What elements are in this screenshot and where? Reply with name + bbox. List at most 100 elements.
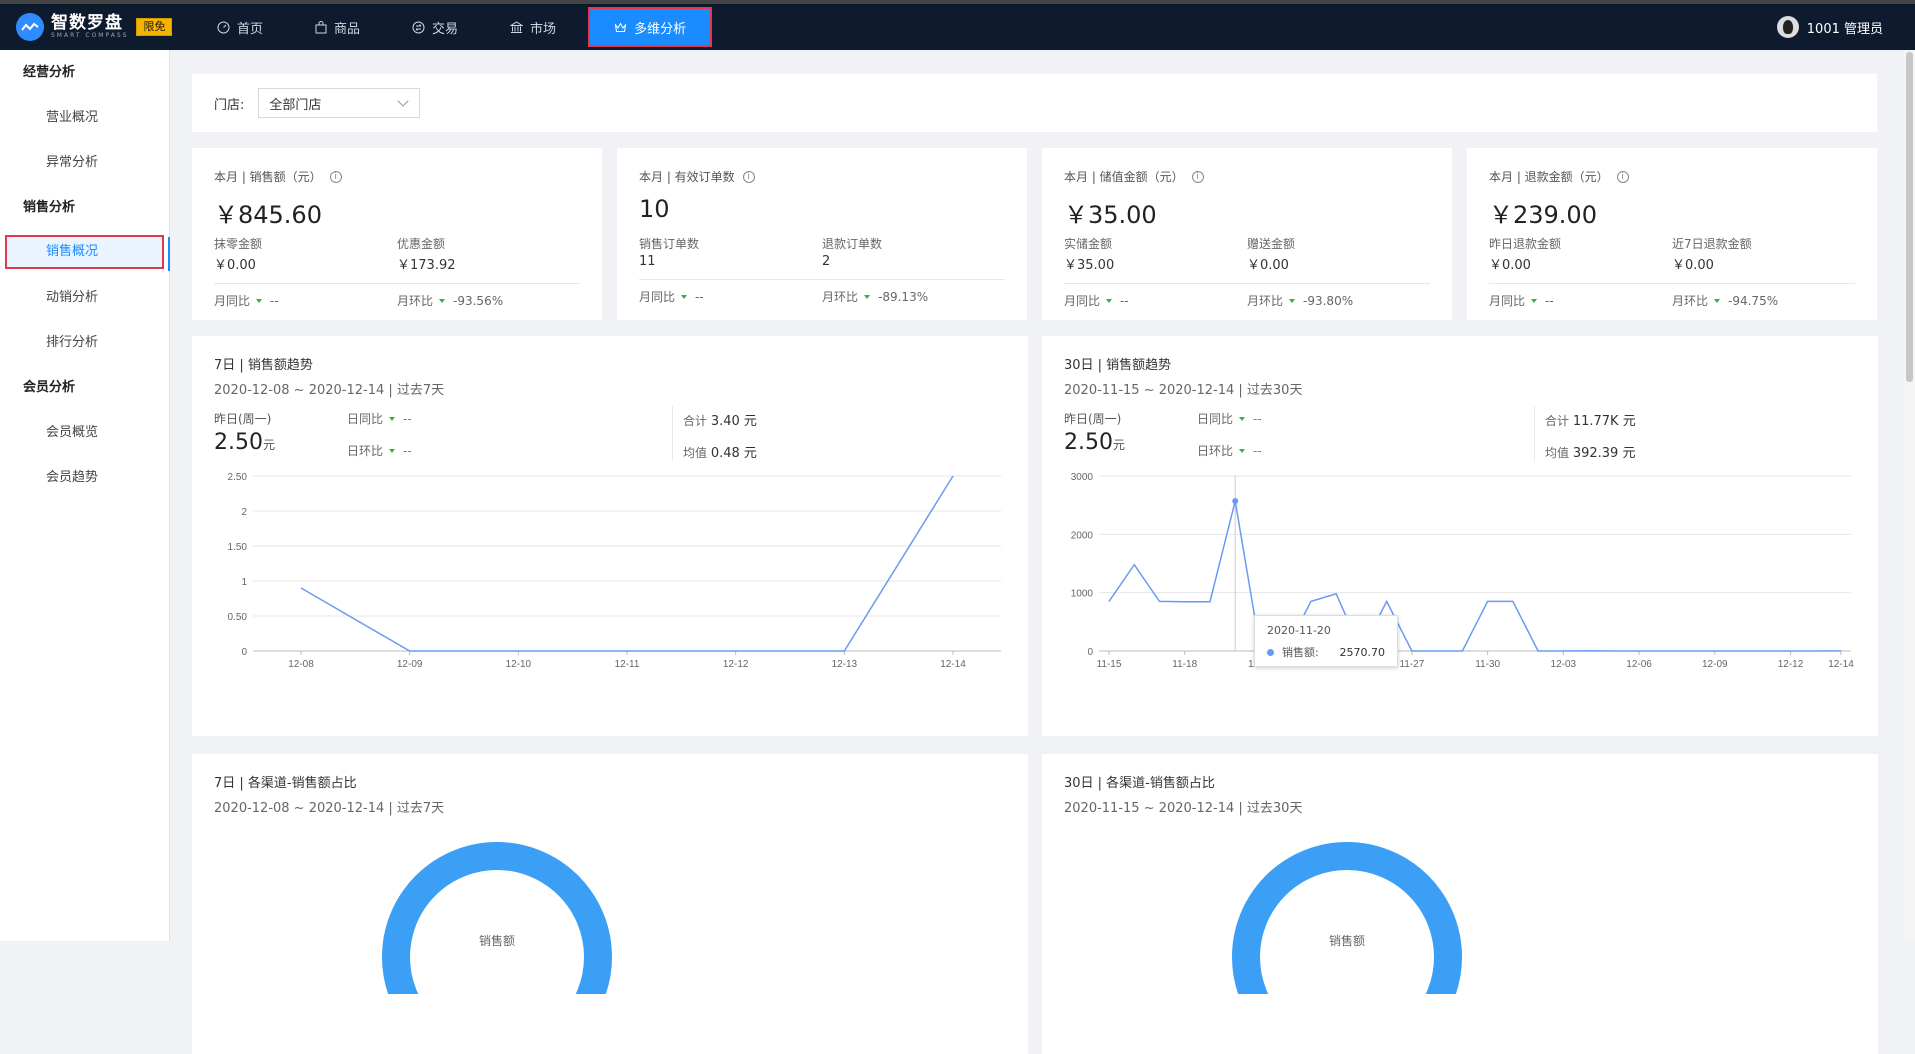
- sidebar-item-member-overview[interactable]: 会员概览: [46, 425, 99, 440]
- vertical-scrollbar[interactable]: [1903, 50, 1915, 941]
- x-tick-label: 12-13: [832, 659, 858, 670]
- kpi-value: 10: [639, 195, 670, 223]
- tooltip-date: 2020-11-20: [1267, 624, 1331, 637]
- store-select[interactable]: 全部门店: [258, 88, 421, 118]
- dod-label: 日同比: [347, 412, 384, 426]
- y-tick-label: 0: [241, 647, 247, 658]
- kpi-yoy-label: 月同比: [214, 294, 251, 308]
- trend-card-30d: 30日 | 销售额趋势 2020-11-15 ~ 2020-12-14 | 过去…: [1042, 336, 1878, 736]
- scrollbar-thumb[interactable]: [1906, 52, 1913, 382]
- exchange-icon: [412, 21, 425, 33]
- nav-multidim-label: 多维分析: [634, 21, 687, 37]
- channel-share-donut-30d[interactable]: 销售额: [1042, 834, 1842, 994]
- dashboard-icon: [217, 21, 230, 33]
- x-tick-label: 12-09: [397, 659, 423, 670]
- user-menu[interactable]: 1001 管理员: [1776, 16, 1883, 38]
- nav-goods[interactable]: 商品: [289, 5, 386, 49]
- sidebar-item-ranking-analysis[interactable]: 排行分析: [46, 335, 99, 350]
- channel-share-card-30d: 30日 | 各渠道-销售额占比 2020-11-15 ~ 2020-12-14 …: [1042, 754, 1878, 1054]
- user-name: 1001 管理员: [1806, 21, 1883, 37]
- caret-down-icon: [1531, 299, 1538, 303]
- caret-down-icon: [864, 295, 871, 299]
- caret-down-icon: [389, 449, 396, 453]
- sum-label: 合计: [1545, 414, 1570, 428]
- avg-label: 均值: [683, 446, 708, 460]
- sales-trend-30d-chart[interactable]: 010002000300011-1511-1811-2111-2411-2711…: [1054, 471, 1854, 721]
- kpi-title: 本月 | 退款金额（元）: [1489, 170, 1609, 184]
- user-avatar: [1776, 16, 1799, 38]
- donut-ring[interactable]: [1232, 842, 1462, 994]
- kpi-sub1-value: ￥35.00: [1064, 258, 1115, 273]
- caret-down-icon: [1714, 299, 1721, 303]
- yesterday-value: 2.50: [214, 430, 263, 455]
- crown-icon: [614, 21, 627, 32]
- yesterday-unit: 元: [262, 438, 275, 452]
- donut-ring[interactable]: [382, 842, 612, 994]
- brand-logo[interactable]: 智数罗盘 SMART COMPASS 限免: [16, 13, 191, 41]
- x-tick-label: 12-12: [723, 659, 749, 670]
- info-icon[interactable]: i: [742, 170, 755, 183]
- kpi-yoy-label: 月同比: [1064, 294, 1101, 308]
- sidebar-item-anomaly-analysis[interactable]: 异常分析: [46, 155, 99, 170]
- caret-down-icon: [1289, 299, 1296, 303]
- nav-market[interactable]: 市场: [484, 5, 582, 49]
- chart-tooltip: 2020-11-20 销售额: 2570.70: [1254, 615, 1398, 667]
- kpi-mom-value: -94.75%: [1728, 294, 1779, 308]
- dom-value: --: [1253, 444, 1262, 458]
- store-select-value: 全部门店: [269, 97, 322, 113]
- kpi-sub2-label: 近7日退款金额: [1672, 237, 1752, 251]
- tooltip-value: 2570.70: [1339, 645, 1386, 659]
- caret-down-icon: [1239, 449, 1246, 453]
- caret-down-icon: [389, 417, 396, 421]
- kpi-sub1-value: ￥0.00: [1489, 258, 1531, 273]
- sales-trend-7d-chart[interactable]: 0 0.50 1 1.50 2 2.50 12-08 12-09 12-10 12-11 12-12…: [204, 471, 1004, 721]
- sidebar-group-operations: 经营分析: [23, 65, 76, 80]
- kpi-mom-value: -93.80%: [1303, 294, 1354, 308]
- sidebar-item-sales-overview[interactable]: 销售概况: [5, 235, 164, 269]
- kpi-sub2-label: 退款订单数: [822, 237, 883, 251]
- nav-trade-label: 交易: [432, 21, 459, 37]
- sidebar-item-movement-analysis[interactable]: 动销分析: [46, 290, 99, 305]
- compass-logo-icon: [16, 13, 44, 41]
- divider: [672, 406, 673, 461]
- kpi-sub2-value: 2: [822, 254, 831, 269]
- kpi-card-sales: 本月 | 销售额（元） i ￥845.60 抹零金额 ￥0.00 优惠金额 ￥173.…: [192, 148, 602, 320]
- x-tick-label: 11-27: [1399, 659, 1424, 670]
- avg-label: 均值: [1545, 446, 1570, 460]
- bag-icon: [315, 20, 327, 33]
- series-line: [300, 475, 954, 652]
- sum-label: 合计: [683, 414, 708, 428]
- info-icon[interactable]: i: [1616, 170, 1629, 183]
- kpi-yoy-value: --: [695, 290, 704, 304]
- kpi-sub1-value: ￥0.00: [214, 258, 256, 273]
- info-icon[interactable]: i: [329, 170, 342, 183]
- y-tick-label: 0: [1087, 647, 1093, 658]
- kpi-title: 本月 | 有效订单数: [639, 170, 735, 184]
- highlight-point: [1232, 498, 1239, 505]
- caret-down-icon: [256, 299, 263, 303]
- sidebar-item-member-trend[interactable]: 会员趋势: [46, 470, 99, 485]
- x-tick-label: 12-08: [288, 659, 314, 670]
- channel-share-donut-7d[interactable]: 销售额: [192, 834, 992, 994]
- x-tick-label: 12-09: [1702, 659, 1728, 670]
- nav-goods-label: 商品: [334, 21, 361, 37]
- nav-home[interactable]: 首页: [191, 5, 289, 49]
- bank-icon: [510, 20, 524, 33]
- x-tick-label: 11-18: [1172, 659, 1197, 670]
- kpi-sub1-value: 11: [639, 254, 656, 269]
- kpi-yoy-label: 月同比: [1489, 294, 1526, 308]
- nav-multidim-analysis[interactable]: 多维分析: [588, 7, 713, 47]
- kpi-mom-value: -89.13%: [878, 290, 929, 304]
- info-icon[interactable]: i: [1191, 170, 1204, 183]
- nav-trade[interactable]: 交易: [386, 5, 484, 49]
- y-tick-label: 1: [241, 577, 247, 588]
- sidebar-item-business-overview[interactable]: 营业概况: [46, 110, 99, 125]
- tooltip-series: 销售额:: [1282, 646, 1319, 659]
- brand-name: 智数罗盘: [51, 13, 123, 33]
- caret-down-icon: [1239, 417, 1246, 421]
- x-tick-label: 12-06: [1626, 659, 1652, 670]
- divider: [1534, 406, 1535, 461]
- kpi-sub2-label: 赠送金额: [1247, 237, 1296, 251]
- caret-down-icon: [681, 295, 688, 299]
- x-tick-label: 12-11: [615, 659, 640, 670]
